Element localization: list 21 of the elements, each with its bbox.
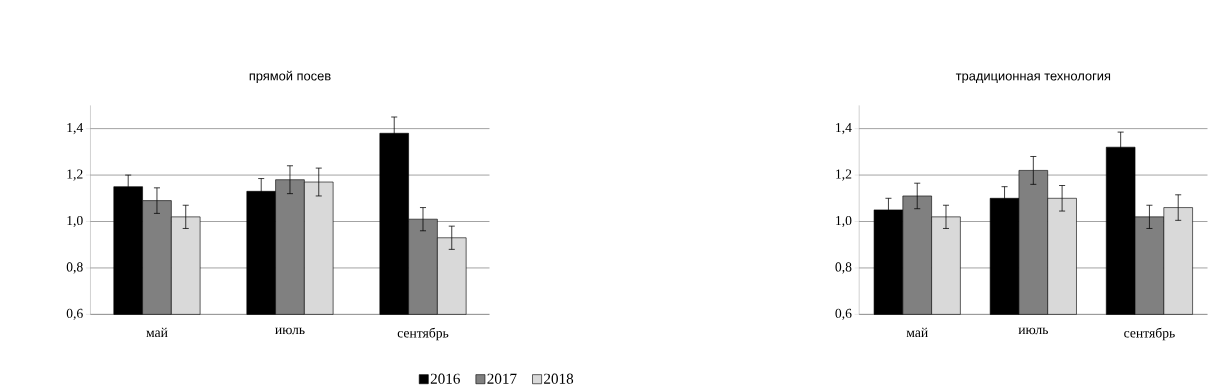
legend-label: 2017	[487, 373, 517, 384]
chart-title: традиционная технология	[955, 73, 1111, 84]
y-tick-label: 0,6	[66, 308, 83, 321]
y-tick-label: 1,2	[836, 169, 852, 181]
x-tick-label: июль	[1018, 327, 1049, 335]
x-tick-label: май	[146, 327, 168, 338]
y-tick-label: 0,8	[66, 262, 83, 274]
y-tick-label: 0,6	[835, 308, 852, 321]
y-tick-label: 0,8	[835, 262, 852, 274]
x-tick-label: сентябрь	[1124, 327, 1175, 341]
y-tick-label: 1,0	[836, 216, 852, 228]
y-tick-label: 1,4	[67, 123, 84, 135]
legend-label: 2018	[544, 373, 574, 384]
y-tick-label: 1,0	[67, 216, 83, 228]
chart-title: прямой посев	[249, 70, 331, 84]
x-tick-label: сентябрь	[397, 327, 449, 341]
x-tick-label: июль	[275, 327, 305, 335]
y-tick-label: 1,4	[836, 123, 852, 135]
x-tick-label: май	[906, 327, 928, 338]
legend-label: 2016	[430, 373, 460, 384]
y-tick-label: 1,2	[67, 169, 83, 181]
